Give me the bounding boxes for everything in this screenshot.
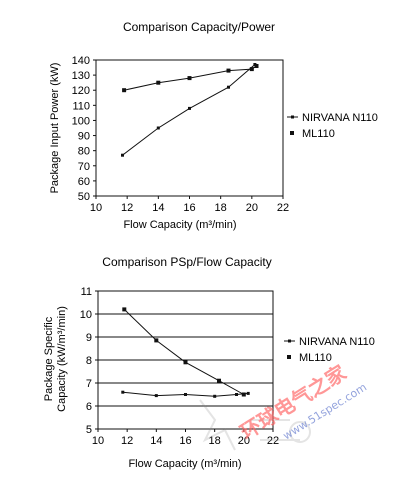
chart1-x-tick-label: 18	[215, 202, 227, 214]
chart1-y-tick-label: 50	[78, 191, 90, 203]
chart2-x-tick-label: 18	[209, 435, 221, 447]
chart1-series-0-point	[188, 106, 191, 110]
chart2-y-axis-label-line1: Package Specific	[43, 316, 55, 401]
chart2-y-axis-label-line2: Capacity (kW/m³/min)	[56, 306, 68, 412]
chart2-series-0-point	[213, 394, 217, 398]
chart2-legend-ml110: ML110	[299, 352, 332, 364]
chart2-legend-marker-ml110	[287, 355, 291, 359]
chart1-y-ticks: 50 60 70 80 90 100 110 120 130 140	[72, 55, 96, 203]
chart1-x-ticks: 10 12 14 16 18 20 22	[90, 196, 289, 214]
chart2-x-tick-label: 10	[92, 435, 104, 447]
chart2-x-tick-label: 20	[238, 435, 250, 447]
chart1-x-tick-label: 10	[90, 202, 102, 214]
chart1-plot-frame	[95, 59, 284, 197]
chart1-y-tick-label: 130	[72, 70, 90, 82]
chart2-legend: NIRVANA N110 ML110	[284, 336, 375, 364]
chart2-y-tick-label: 8	[86, 355, 92, 367]
chart1-legend-marker-nirvana	[291, 115, 294, 119]
chart1-y-axis-label: Package Input Power (kW)	[49, 63, 61, 194]
chart1-y-tick-label: 80	[78, 146, 90, 158]
chart1-series-0-point	[156, 126, 160, 130]
chart1-series-1-point	[156, 80, 161, 85]
chart1-series-1-point	[249, 67, 254, 72]
watermark: 环球电气之家 www.51spec.com	[199, 360, 369, 451]
chart2-series	[121, 307, 250, 398]
chart1-series-1-point	[254, 64, 259, 68]
chart1-x-tick-label: 16	[183, 202, 195, 214]
chart1-series-0-point	[227, 85, 230, 89]
chart2-title: Comparison PSp/Flow Capacity	[102, 255, 271, 269]
chart1-y-tick-label: 90	[78, 131, 90, 143]
chart1-legend-marker-ml110	[290, 131, 294, 135]
chart1-y-tick-label: 110	[72, 100, 90, 112]
chart2-y-ticks: 5 6 7 8 9 10 11	[80, 286, 98, 436]
chart1-y-tick-label: 60	[78, 176, 90, 188]
chart1-series-1-point	[187, 76, 192, 81]
chart2-y-tick-label: 11	[81, 286, 92, 298]
chart2-series-1-point	[241, 392, 246, 397]
chart1-x-tick-label: 14	[152, 202, 164, 214]
chart1-x-tick-label: 22	[277, 202, 289, 214]
chart2-series-0-point	[121, 390, 125, 394]
chart1-y-tick-label: 70	[78, 161, 90, 173]
chart2-series-0-point	[184, 393, 187, 396]
chart1-y-tick-label: 120	[72, 85, 90, 97]
chart1-x-tick-label: 12	[121, 202, 133, 214]
chart2-y-tick-label: 7	[86, 378, 92, 390]
chart2-x-axis-label: Flow Capacity (m³/min)	[128, 458, 241, 470]
chart2-series-1-point	[122, 307, 127, 312]
chart2-legend-nirvana: NIRVANA N110	[299, 336, 375, 348]
chart2-legend-marker-nirvana	[288, 339, 291, 343]
chart1-series-1-point	[122, 88, 127, 93]
chart1-y-tick-label: 100	[72, 115, 90, 127]
chart1-series-1-point	[226, 68, 231, 73]
chart1-x-axis-label: Flow Capacity (m³/min)	[123, 219, 236, 231]
chart1-legend-nirvana: NIRVANA N110	[302, 112, 378, 124]
chart1-legend: NIRVANA N110 ML110	[287, 112, 378, 140]
chart2-x-tick-label: 14	[150, 435, 162, 447]
chart2-y-tick-label: 5	[86, 424, 92, 436]
chart2-series-0-point	[154, 394, 158, 398]
chart1-legend-ml110: ML110	[302, 128, 335, 140]
chart2-series-1-point	[154, 338, 159, 343]
chart2-y-tick-label: 10	[80, 309, 92, 321]
chart2-y-tick-label: 9	[86, 332, 92, 344]
chart-psp-flow: Comparison PSp/Flow Capacity 5 6 7 8 9 10 11 1…	[43, 255, 375, 470]
chart1-x-tick-label: 20	[246, 202, 258, 214]
chart2-series-line-0	[122, 391, 249, 397]
chart2-series-1-point	[183, 360, 188, 365]
chart2-series-0-point	[246, 391, 250, 395]
watermark-logo	[199, 399, 311, 451]
chart2-x-tick-label: 12	[121, 435, 133, 447]
chart2-gridlines	[98, 313, 273, 407]
chart2-y-tick-label: 6	[86, 401, 92, 413]
chart2-series-1-point	[217, 378, 221, 383]
chart2-x-ticks: 10 12 14 16 18 20 22	[92, 429, 279, 447]
chart1-series	[121, 63, 259, 157]
chart2-series-0-point	[235, 393, 238, 396]
chart2-x-tick-label: 16	[179, 435, 191, 447]
chart1-title: Comparison Capacity/Power	[123, 20, 275, 34]
chart1-y-tick-label: 140	[72, 55, 90, 67]
chart-capacity-power: Comparison Capacity/Power 50 60 70 80 90 100 1…	[49, 20, 378, 231]
chart2-x-tick-label: 22	[267, 435, 279, 447]
chart1-series-0-point	[121, 153, 124, 157]
chart2-series-line-1	[123, 309, 245, 395]
